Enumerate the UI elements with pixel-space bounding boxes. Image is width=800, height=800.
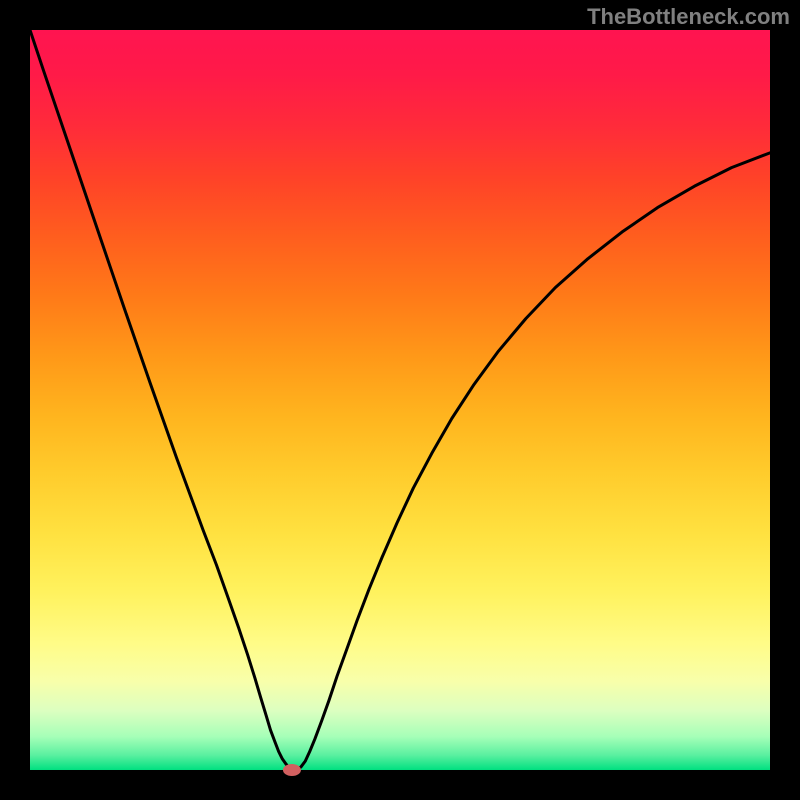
- watermark-text: TheBottleneck.com: [587, 4, 790, 30]
- plot-area: [30, 30, 770, 770]
- gradient-background: [30, 30, 770, 770]
- plot-svg: [30, 30, 770, 770]
- optimum-marker: [283, 764, 301, 776]
